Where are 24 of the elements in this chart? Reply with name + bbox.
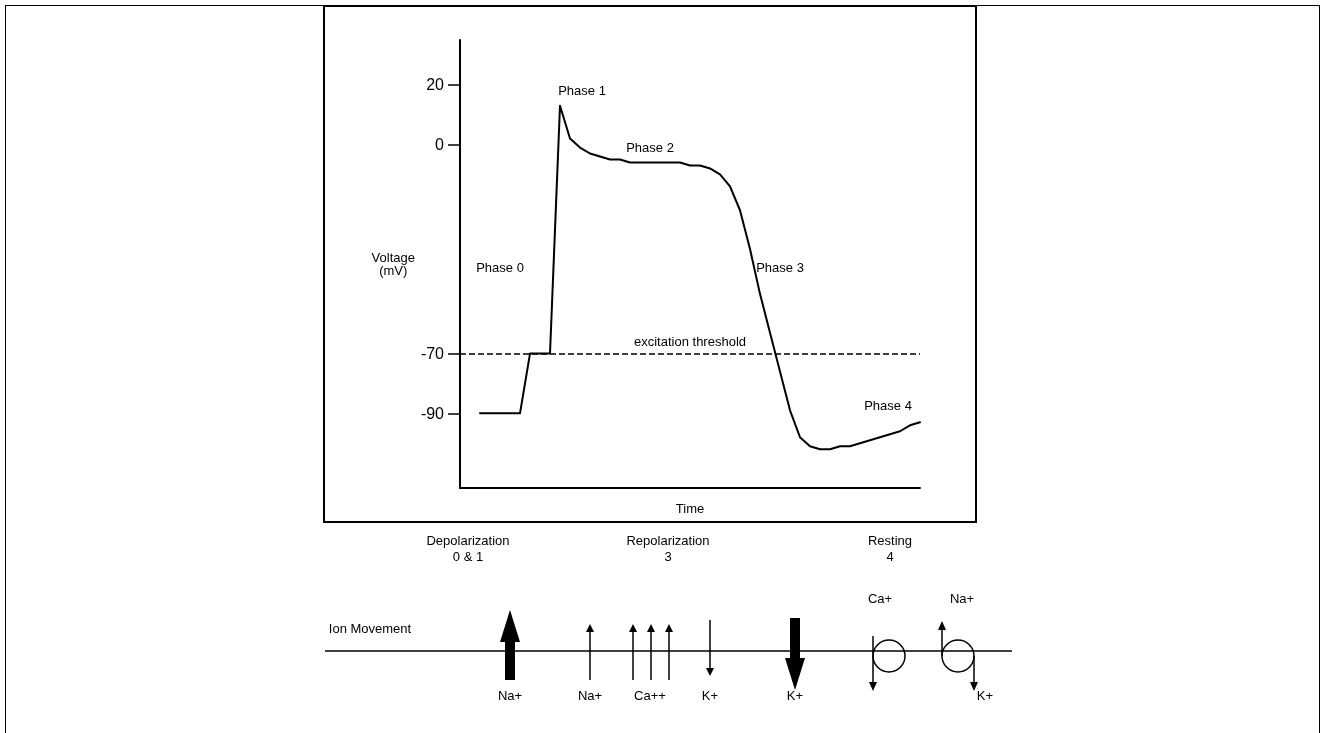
text: Na+	[577, 688, 603, 704]
y-tick-label: -90	[420, 404, 445, 422]
text: Repolarization 3	[626, 533, 710, 565]
y-tick-label: -70	[420, 345, 445, 363]
text: Ca++	[634, 688, 666, 704]
annotation: Phase 2	[626, 139, 674, 155]
text: K+	[976, 688, 994, 704]
annotation: Phase 1	[558, 82, 606, 98]
text: K+	[701, 688, 719, 704]
text: Ion Movement	[328, 621, 412, 637]
text: Resting 4	[867, 533, 913, 565]
text: Na+	[949, 591, 975, 607]
annotation: Phase 3	[756, 259, 804, 275]
y-tick-label: 20	[426, 76, 445, 94]
text: Na+	[497, 688, 523, 704]
y-axis-title: Voltage (mV)	[371, 250, 415, 278]
ref-line-label: excitation threshold	[633, 333, 747, 349]
text: Depolarization 0 & 1	[426, 533, 510, 565]
annotation: Phase 0	[476, 259, 524, 275]
y-tick-label: 0	[435, 136, 445, 154]
text: Ca+	[867, 591, 893, 607]
text: K+	[786, 688, 804, 704]
x-axis-title: Time	[675, 501, 705, 516]
annotation: Phase 4	[864, 397, 912, 413]
